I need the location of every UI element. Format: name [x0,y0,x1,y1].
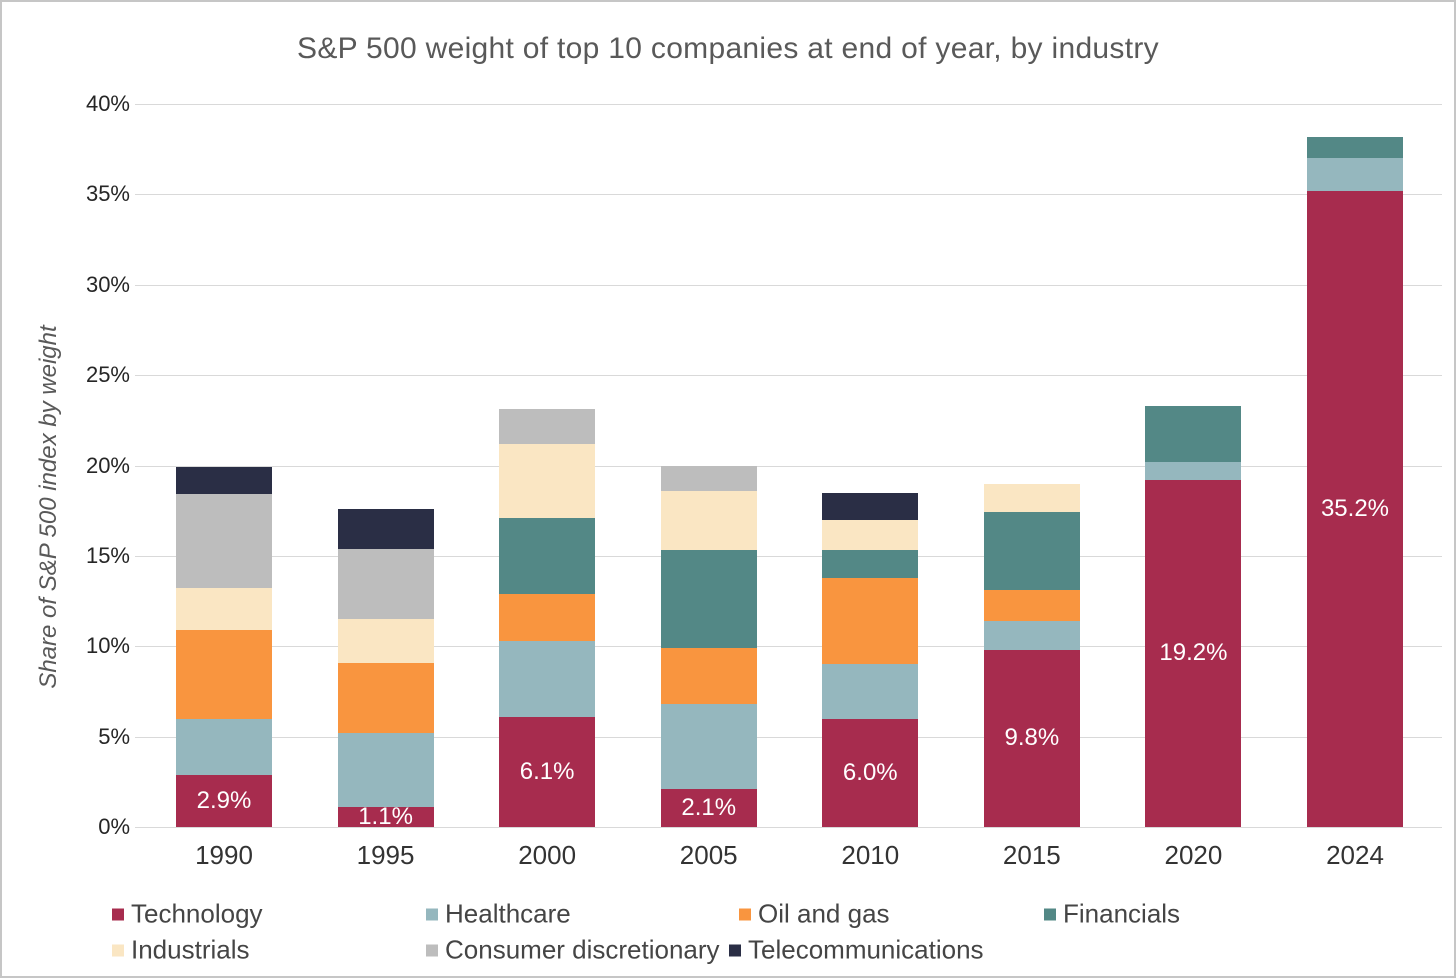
bar-segment-2020-financials [1145,405,1242,462]
legend-swatch-technology [112,908,124,920]
bar-segment-2000-financials [499,517,596,594]
bar-segment-2005-oil-and-gas [660,648,757,705]
x-tick-label-2005: 2005 [679,840,738,870]
legend-label-technology: Technology [131,898,263,929]
bar-segment-2005-industrials [660,490,757,551]
y-tick-label-20: 20% [85,452,130,478]
gridline-0pct [135,827,1442,828]
legend-swatch-telecommunications [729,944,741,956]
bar-segment-1995-healthcare [337,733,434,808]
bar-segment-2020-healthcare [1145,461,1242,480]
gridline-15pct [135,555,1442,557]
y-tick-label-0: 0% [98,814,130,839]
gridline-35pct [135,194,1442,196]
bar-segment-1995-industrials [337,619,434,663]
bar-segment-2000-industrials [499,443,596,518]
gridline-30pct [135,284,1442,286]
bar-segment-1995-technology [337,807,434,827]
bar-segment-2020-technology [1145,479,1242,827]
y-tick-label-5: 5% [98,723,130,749]
bar-value-label-2000: 6.1% [519,757,575,785]
y-tick-label-15: 15% [85,542,130,568]
bar-segment-2005-financials [660,550,757,649]
bar-segment-2015-technology [983,649,1080,827]
legend-item-telecommunications: Telecommunications [729,935,984,966]
bar-segment-2010-telecommunications [822,492,919,520]
bar-segment-1990-healthcare [176,718,272,775]
bar-segment-2024-technology [1306,190,1403,827]
bar-segment-2000-consumer-discretionary [499,409,596,444]
bar-segment-2015-industrials [983,483,1080,513]
legend-item-oil-and-gas: Oil and gas [739,899,890,930]
legend-label-oil-and-gas: Oil and gas [758,898,890,929]
x-tick-label-2000: 2000 [518,840,577,870]
bar-segment-2024-healthcare [1306,158,1403,191]
x-tick-label-2015: 2015 [1002,840,1061,870]
bar-value-label-2010: 6.0% [842,758,898,786]
bar-segment-1990-oil-and-gas [176,629,272,719]
bar-segment-2010-financials [822,550,919,578]
legend-label-healthcare: Healthcare [445,898,571,929]
bar-segment-2010-industrials [822,519,919,551]
x-tick-label-2020: 2020 [1164,840,1223,870]
y-tick-label-40: 40% [85,91,130,116]
bar-segment-2005-technology [660,789,757,827]
gridline-40pct [135,104,1442,105]
legend-label-industrials: Industrials [131,934,250,965]
legend-swatch-industrials [112,944,124,956]
bar-segment-2010-healthcare [822,664,919,719]
gridline-5pct [135,736,1442,738]
bar-value-label-1995: 1.1% [358,803,413,831]
bar-value-label-2005: 2.1% [681,794,737,822]
y-tick-label-25: 25% [85,362,130,388]
x-tick-label-1995: 1995 [356,840,415,870]
bar-segment-2015-oil-and-gas [983,590,1080,621]
legend-swatch-consumer-discretionary [426,944,438,956]
bar-segment-2015-financials [983,512,1080,591]
chart-title: S&P 500 weight of top 10 companies at en… [297,32,1159,65]
bar-segment-2010-technology [822,718,919,827]
bar-value-label-2024: 35.2% [1320,494,1390,522]
bar-value-label-1990: 2.9% [196,786,252,814]
bar-segment-2005-healthcare [660,704,757,790]
legend-label-consumer-discretionary: Consumer discretionary [445,934,720,965]
bar-segment-1990-industrials [176,588,272,630]
bar-segment-1995-consumer-discretionary [337,548,434,620]
legend-label-financials: Financials [1063,898,1181,929]
x-tick-label-2024: 2024 [1326,840,1384,870]
bar-segment-2024-financials [1306,136,1403,159]
bar-segment-1990-consumer-discretionary [176,494,272,589]
bar-segment-2015-healthcare [983,620,1080,650]
bar-segment-2010-oil-and-gas [822,577,919,665]
bar-value-label-2015: 9.8% [1004,724,1060,752]
y-tick-label-30: 30% [85,271,130,297]
legend-item-industrials: Industrials [112,935,250,966]
legend-swatch-healthcare [426,908,438,920]
bar-segment-2000-technology [499,716,596,827]
y-tick-label-10: 10% [85,633,130,659]
y-tick-label-35: 35% [85,181,130,207]
legend-item-consumer-discretionary: Consumer discretionary [426,935,720,966]
gridline-25pct [135,375,1442,377]
x-tick-label-1990: 1990 [195,840,253,870]
bar-value-label-2020: 19.2% [1159,639,1228,667]
legend-item-technology: Technology [112,899,263,930]
legend-item-financials: Financials [1044,899,1180,930]
bar-segment-2000-healthcare [499,640,596,717]
gridline-10pct [135,646,1442,648]
legend-label-telecommunications: Telecommunications [748,934,984,965]
bar-segment-2005-consumer-discretionary [660,465,757,491]
bar-segment-2000-oil-and-gas [499,593,596,641]
bar-segment-1990-technology [176,774,272,827]
bar-segment-1990-telecommunications [176,467,272,495]
bar-segment-1995-oil-and-gas [337,662,434,733]
x-tick-label-2010: 2010 [841,840,900,870]
bar-segment-1995-telecommunications [337,508,434,549]
gridline-20pct [135,465,1442,467]
legend-item-healthcare: Healthcare [426,899,571,930]
legend-swatch-oil-and-gas [739,908,751,920]
legend-swatch-financials [1044,908,1056,920]
